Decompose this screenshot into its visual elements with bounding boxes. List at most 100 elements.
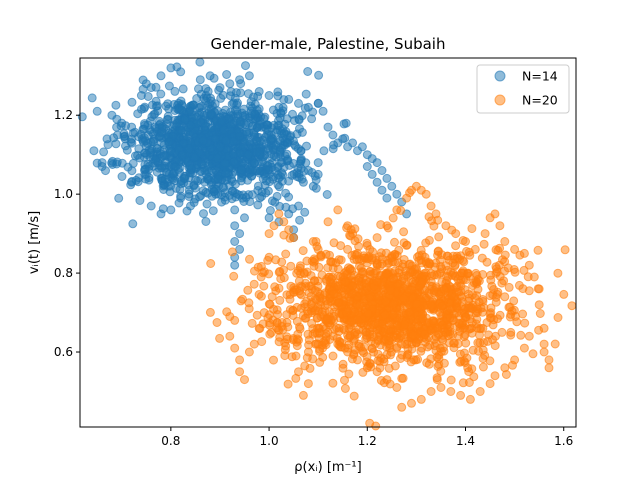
data-point [361, 327, 371, 337]
data-point [519, 248, 529, 258]
data-point [486, 270, 495, 280]
data-point [421, 238, 431, 248]
data-point [166, 63, 176, 73]
data-point [183, 180, 193, 190]
data-point [518, 309, 528, 319]
data-point [426, 201, 436, 211]
data-point [437, 301, 447, 311]
data-point [241, 61, 250, 71]
data-point [385, 286, 395, 296]
data-point [259, 281, 269, 291]
data-point [221, 135, 231, 145]
data-point [212, 318, 222, 327]
data-point [318, 106, 328, 116]
data-point [170, 176, 180, 186]
data-point [121, 141, 130, 151]
data-point [166, 146, 176, 156]
data-point [374, 291, 384, 301]
data-point [206, 259, 216, 268]
data-point [373, 356, 383, 366]
y-tick-label: 1.2 [54, 108, 73, 122]
data-point [353, 248, 362, 258]
data-point [111, 100, 121, 110]
data-point [269, 355, 278, 365]
data-point [205, 71, 215, 81]
data-point [247, 109, 257, 119]
data-point [468, 304, 477, 314]
data-point [483, 336, 493, 346]
data-point [539, 347, 549, 357]
data-point [390, 237, 399, 247]
data-point [544, 363, 554, 373]
data-point [298, 177, 308, 187]
data-point [186, 120, 196, 130]
data-point [133, 109, 143, 119]
data-point [434, 329, 444, 339]
data-point [322, 276, 331, 286]
data-point [364, 293, 374, 302]
data-point [392, 205, 402, 215]
data-point [112, 157, 122, 167]
data-point [403, 336, 413, 346]
data-point [117, 172, 127, 181]
data-point [291, 351, 301, 361]
data-point [478, 362, 488, 372]
data-point [445, 304, 455, 314]
data-point [416, 394, 426, 404]
data-point [382, 221, 392, 231]
data-point [152, 143, 162, 153]
data-point [175, 185, 185, 195]
data-point [333, 298, 343, 308]
data-point [164, 104, 174, 114]
data-point [220, 105, 230, 115]
data-point [519, 265, 529, 275]
data-point [384, 363, 394, 373]
data-point [377, 166, 387, 175]
data-point [510, 244, 520, 254]
data-point [294, 115, 304, 125]
data-point [225, 331, 235, 341]
data-point [235, 131, 245, 141]
data-point [284, 94, 294, 104]
data-point [222, 70, 232, 79]
data-point [298, 390, 308, 400]
data-point [210, 134, 220, 143]
data-point [252, 148, 262, 157]
data-point [339, 119, 349, 129]
data-point [296, 155, 306, 165]
data-point [524, 331, 534, 341]
data-point [534, 284, 544, 294]
data-point [315, 357, 325, 367]
data-point [97, 162, 107, 171]
plot-points [77, 57, 577, 431]
data-point [392, 383, 402, 392]
data-point [336, 241, 346, 251]
data-point [544, 355, 554, 365]
data-point [388, 213, 398, 223]
data-point [458, 256, 468, 265]
data-point [135, 196, 145, 205]
data-point [310, 328, 320, 338]
data-point [345, 264, 355, 274]
data-point [191, 175, 200, 185]
data-point [377, 185, 387, 195]
data-point [127, 122, 137, 132]
data-point [263, 126, 273, 136]
data-point [491, 292, 501, 302]
data-point [341, 277, 351, 287]
data-point [421, 189, 431, 199]
data-point [441, 221, 451, 231]
data-point [221, 168, 231, 178]
data-point [264, 229, 274, 239]
data-point [284, 225, 294, 235]
data-point [467, 224, 477, 234]
data-point [369, 268, 379, 278]
data-point [411, 338, 421, 348]
data-point [197, 159, 207, 169]
data-point [236, 88, 245, 98]
data-point [284, 209, 294, 219]
data-point [504, 282, 514, 292]
data-point [388, 257, 397, 267]
data-point [451, 229, 461, 239]
data-point [429, 285, 439, 295]
